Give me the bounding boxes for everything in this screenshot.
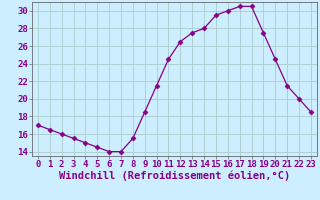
X-axis label: Windchill (Refroidissement éolien,°C): Windchill (Refroidissement éolien,°C) bbox=[59, 171, 290, 181]
